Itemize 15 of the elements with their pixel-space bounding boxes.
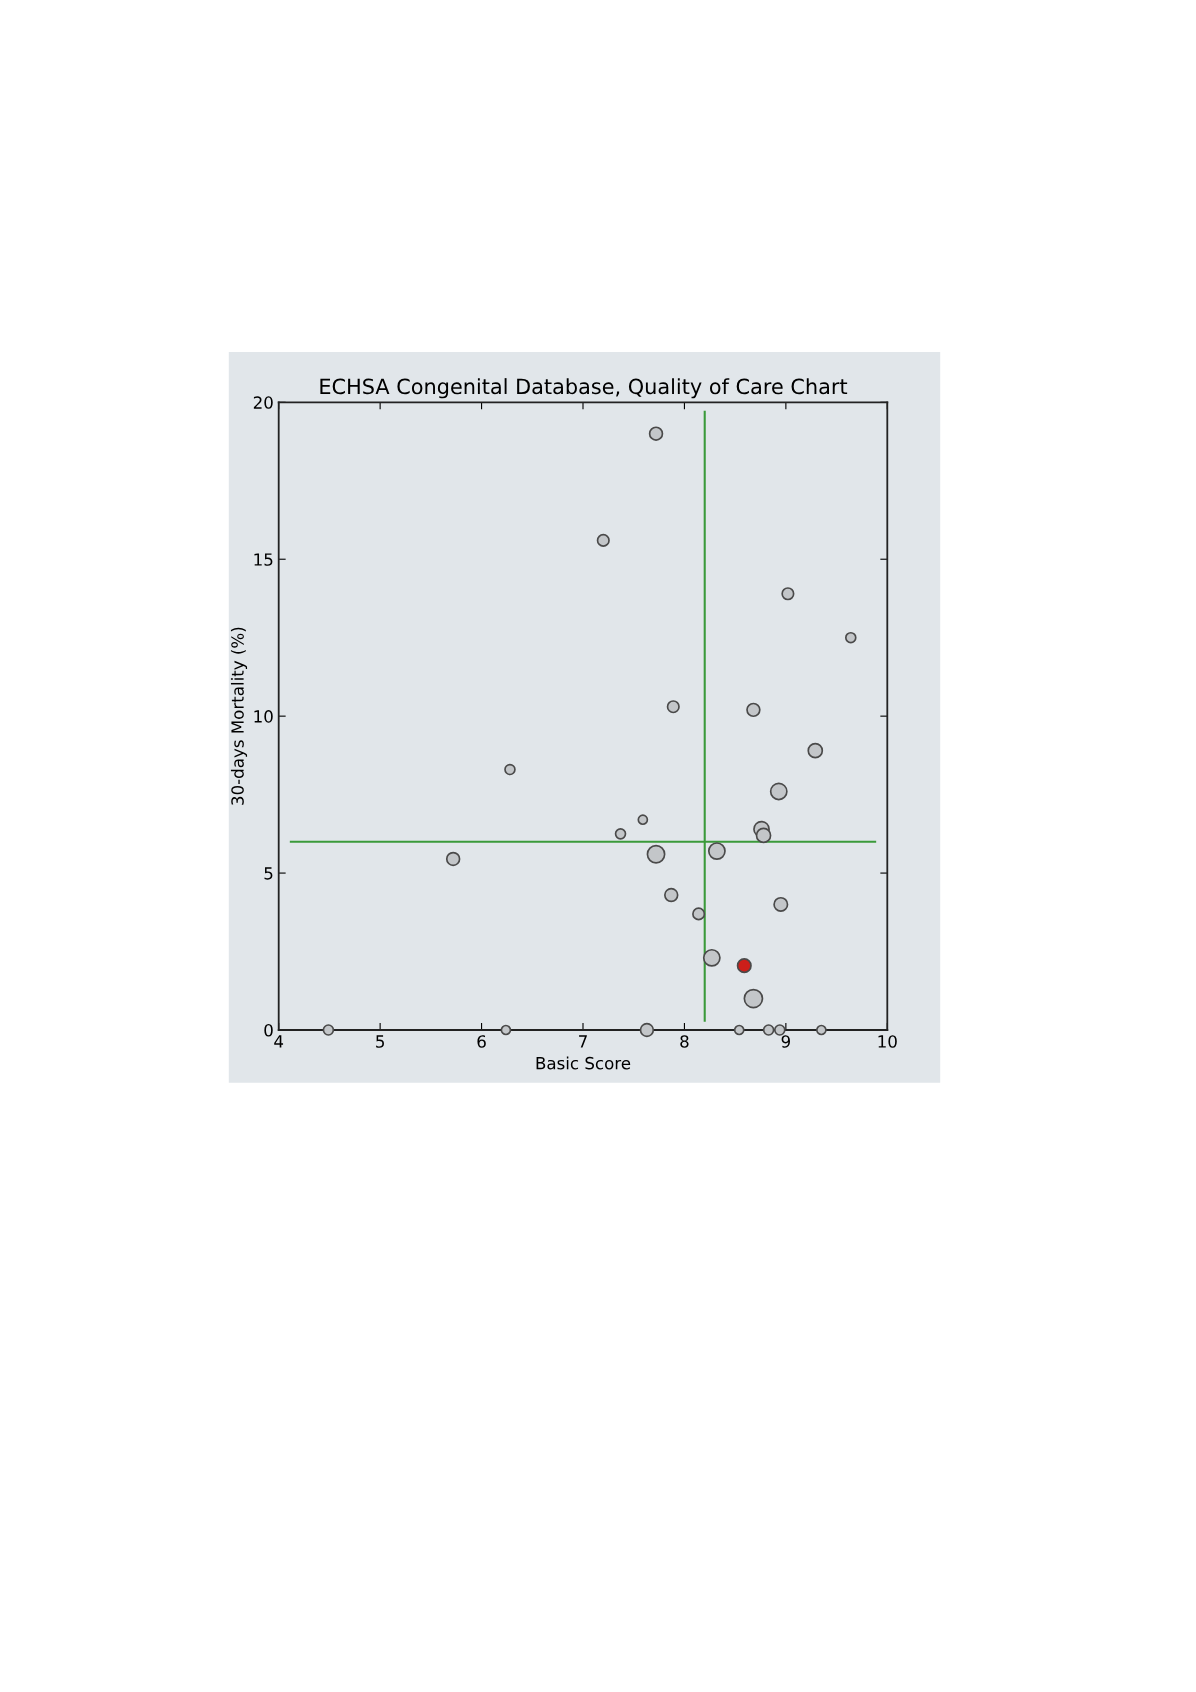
y-tick-label: 15 [254, 553, 273, 566]
x-tick-label: 10 [878, 1035, 897, 1048]
x-tick-label: 6 [477, 1035, 486, 1048]
y-tick-label: 5 [264, 867, 273, 880]
y-axis-title: 30-days Mortality (%) [230, 627, 248, 805]
x-axis-title: Basic Score [536, 1056, 631, 1070]
x-tick-label: 9 [781, 1035, 790, 1048]
x-tick-label: 7 [579, 1035, 587, 1048]
x-tick-label: 5 [376, 1035, 384, 1048]
chart-title: ECHSA Congenital Database, Quality of Care Chart [320, 378, 848, 399]
y-tick-label: 20 [253, 396, 273, 409]
x-tick-label: 8 [680, 1035, 689, 1048]
y-tick-label: 0 [264, 1023, 273, 1037]
x-tick-label: 4 [274, 1035, 284, 1048]
y-tick-label: 10 [254, 710, 273, 723]
